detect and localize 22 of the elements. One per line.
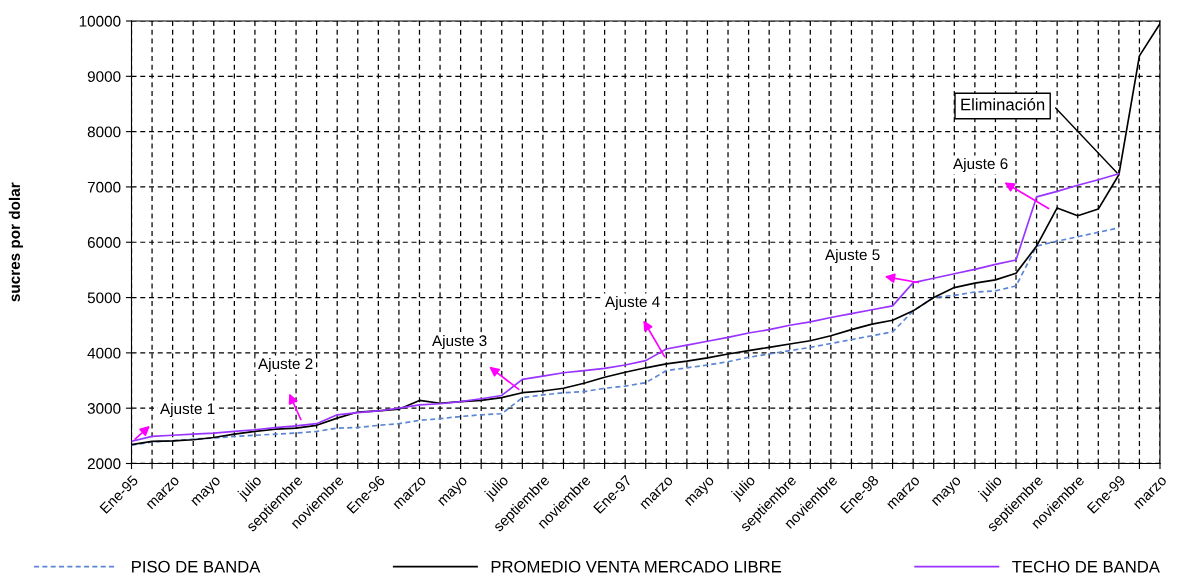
annotation: Ajuste 6 [953,157,1008,173]
annotation: Ajuste 5 [825,248,880,264]
y-tick-label: 6000 [87,237,121,248]
y-tick-label: 5000 [87,292,121,304]
annotation: Ajuste 4 [605,295,660,311]
line-series [131,227,1120,447]
y-tick-label: 9000 [87,71,121,82]
annotation: Ajuste 3 [432,334,487,350]
y-tick-label: 2000 [87,458,121,470]
annotation: Ajuste 2 [258,357,313,373]
y-axis-title: sucres por dolar [8,182,24,302]
y-tick-label: 10000 [79,15,121,27]
line-series [131,172,1120,443]
legend-label: PISO DE BANDA [132,560,261,573]
annotation: Eliminación [961,98,1045,111]
y-tick-label: 4000 [87,347,121,359]
y-tick-label: 8000 [87,126,121,138]
y-tick-label: 3000 [87,403,121,414]
legend-label: TECHO DE BANDA [1012,560,1160,573]
legend-label: PROMEDIO VENTA MERCADO LIBRE [491,560,782,573]
y-tick-label: 7000 [87,181,121,193]
annotation: Ajuste 1 [160,402,215,418]
